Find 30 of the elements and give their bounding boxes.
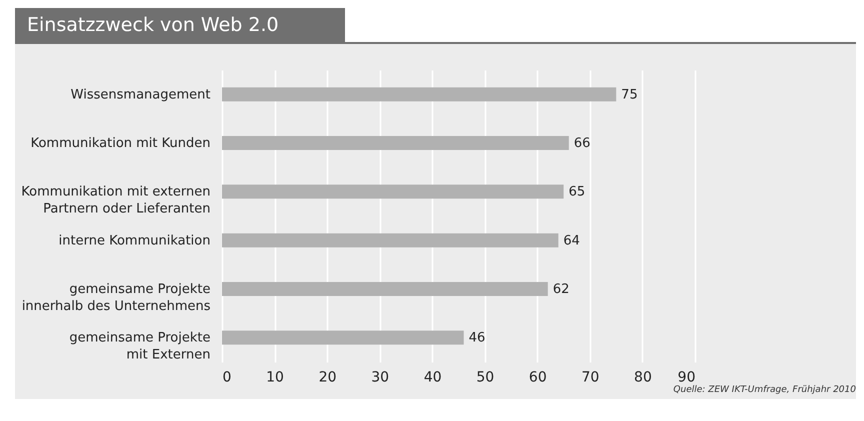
data-label: 64: [563, 233, 580, 248]
data-label: 62: [552, 282, 570, 297]
bar: [222, 184, 564, 199]
bar: [222, 136, 569, 150]
x-tick-label: 80: [634, 370, 652, 386]
y-tick-label: gemeinsame Projekte mit Externen: [69, 330, 210, 363]
data-label: 75: [621, 87, 638, 102]
data-label: 46: [468, 330, 486, 346]
data-label: 66: [574, 136, 590, 151]
y-tick-label: Wissensmanagement: [70, 87, 210, 102]
source-note: Quelle: ZEW IKT-Umfrage, Frühjahr 2010: [673, 385, 856, 395]
x-tick-label: 10: [266, 370, 284, 386]
x-tick-label: 90: [678, 370, 696, 386]
y-tick-label: gemeinsame Projekte innerhalb des Unternehmens: [22, 282, 211, 314]
bar: [222, 87, 616, 102]
x-tick-label: 70: [581, 370, 600, 386]
y-tick-label: Kommunikation mit externen Partnern oder Lieferanten: [21, 184, 210, 217]
bar: [222, 233, 558, 248]
bar: [222, 330, 464, 345]
data-label: 65: [568, 184, 586, 200]
x-tick-label: 60: [528, 370, 547, 386]
x-tick-label: 20: [318, 370, 337, 386]
x-tick-label: 30: [371, 370, 390, 386]
y-tick-label: Kommunikation mit Kunden: [30, 136, 210, 151]
x-tick-label: 40: [424, 370, 442, 386]
bar: [222, 282, 548, 296]
x-tick-label: 0: [222, 370, 232, 386]
x-tick-label: 50: [476, 370, 494, 386]
y-tick-label: interne Kommunikation: [58, 233, 210, 248]
chart-title: Einsatzzweck von Web 2.0: [15, 8, 345, 42]
